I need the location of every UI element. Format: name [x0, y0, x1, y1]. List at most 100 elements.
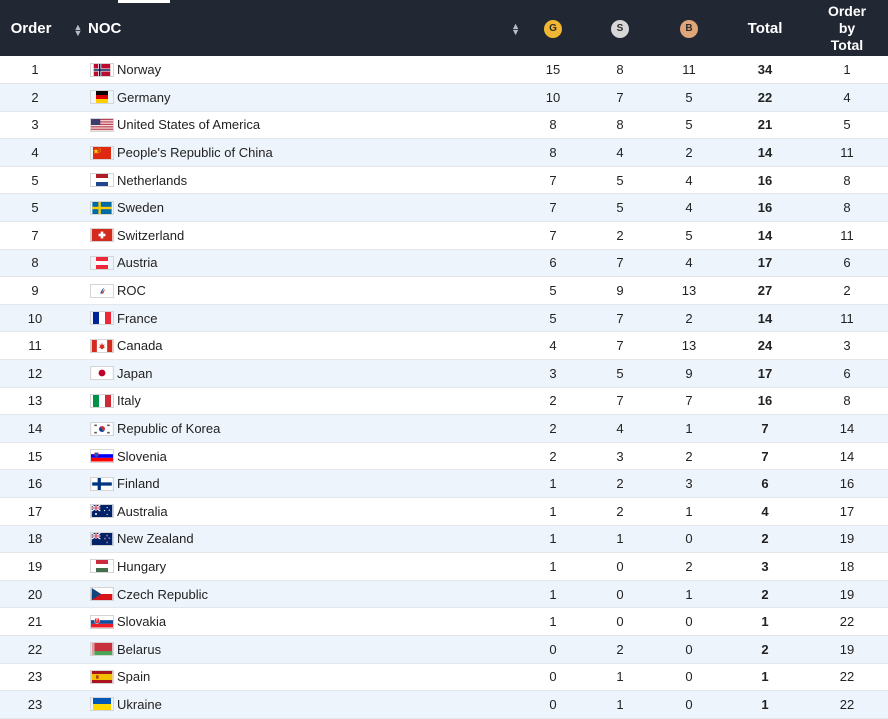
noc-cell[interactable]: Canada [70, 332, 520, 360]
noc-cell[interactable]: ROC [70, 277, 520, 305]
order-cell: 3 [0, 111, 70, 139]
noc-cell[interactable]: Switzerland [70, 222, 520, 250]
noc-cell[interactable]: People's Republic of China [70, 139, 520, 167]
noc-cell[interactable]: Australia [70, 498, 520, 526]
country-name[interactable]: People's Republic of China [117, 145, 273, 160]
total-count: 14 [724, 139, 806, 167]
noc-cell[interactable]: France [70, 304, 520, 332]
noc-cell[interactable]: Japan [70, 360, 520, 388]
noc-cell[interactable]: Italy [70, 387, 520, 415]
order-cell: 4 [0, 139, 70, 167]
noc-cell[interactable]: Norway [70, 56, 520, 84]
noc-cell[interactable]: New Zealand [70, 525, 520, 553]
order-by-total-cell: 14 [806, 442, 888, 470]
country-name[interactable]: Sweden [117, 200, 164, 215]
total-count: 1 [724, 663, 806, 691]
order-cell: 1 [0, 56, 70, 84]
noc-cell[interactable]: Netherlands [70, 166, 520, 194]
bronze-count: 13 [654, 332, 724, 360]
country-name[interactable]: Austria [117, 255, 157, 270]
column-header-bronze[interactable]: B [654, 0, 724, 56]
column-header-gold[interactable]: G [520, 0, 586, 56]
country-name[interactable]: Australia [117, 504, 168, 519]
noc-cell[interactable]: Spain [70, 663, 520, 691]
silver-count: 4 [586, 139, 654, 167]
country-name[interactable]: Spain [117, 669, 150, 684]
noc-cell[interactable]: Slovenia [70, 442, 520, 470]
country-name[interactable]: Slovenia [117, 449, 167, 464]
silver-count: 5 [586, 194, 654, 222]
country-name[interactable]: Norway [117, 62, 161, 77]
country-name[interactable]: Netherlands [117, 173, 187, 188]
column-header-order-by-total[interactable]: Order by Total [806, 0, 888, 56]
column-header-silver[interactable]: S [586, 0, 654, 56]
column-header-order[interactable]: Order [0, 0, 70, 56]
noc-cell[interactable]: Germany [70, 84, 520, 112]
country-name[interactable]: Hungary [117, 559, 166, 574]
order-by-total-label-line1: Order [806, 3, 888, 20]
country-name[interactable]: Italy [117, 393, 141, 408]
column-header-noc[interactable]: ▲▼NOC ▲▼ [70, 0, 520, 56]
bronze-count: 5 [654, 222, 724, 250]
roc-flag-icon [90, 284, 114, 298]
silver-count: 0 [586, 608, 654, 636]
noc-cell[interactable]: Ukraine [70, 691, 520, 719]
noc-cell[interactable]: Hungary [70, 553, 520, 581]
noc-cell[interactable]: Slovakia [70, 608, 520, 636]
sort-icon[interactable]: ▲▼ [511, 0, 520, 56]
country-name[interactable]: Ukraine [117, 697, 162, 712]
noc-cell[interactable]: United States of America [70, 111, 520, 139]
country-name[interactable]: Belarus [117, 642, 161, 657]
noc-header-label: NOC [88, 20, 121, 37]
netherlands-flag-icon [90, 173, 114, 187]
bronze-count: 2 [654, 139, 724, 167]
country-name[interactable]: Switzerland [117, 228, 184, 243]
new-zealand-flag-icon [90, 532, 114, 546]
country-name[interactable]: New Zealand [117, 531, 194, 546]
gold-count: 2 [520, 387, 586, 415]
italy-flag-icon [90, 394, 114, 408]
country-name[interactable]: ROC [117, 283, 146, 298]
country-name[interactable]: Slovakia [117, 614, 166, 629]
noc-cell[interactable]: Republic of Korea [70, 415, 520, 443]
gold-count: 4 [520, 332, 586, 360]
sort-icon[interactable]: ▲▼ [70, 24, 86, 36]
order-by-total-cell: 22 [806, 691, 888, 719]
total-count: 4 [724, 498, 806, 526]
country-name[interactable]: United States of America [117, 117, 260, 132]
sweden-flag-icon [90, 201, 114, 215]
total-header-label: Total [748, 20, 783, 37]
total-count: 2 [724, 525, 806, 553]
country-name[interactable]: Canada [117, 338, 163, 353]
gold-count: 0 [520, 691, 586, 719]
total-count: 27 [724, 277, 806, 305]
column-header-total[interactable]: Total [724, 0, 806, 56]
gold-count: 1 [520, 608, 586, 636]
order-cell: 12 [0, 360, 70, 388]
total-count: 22 [724, 84, 806, 112]
country-name[interactable]: France [117, 311, 157, 326]
country-name[interactable]: Republic of Korea [117, 421, 220, 436]
silver-count: 7 [586, 249, 654, 277]
country-name[interactable]: Czech Republic [117, 587, 208, 602]
noc-cell[interactable]: Sweden [70, 194, 520, 222]
noc-cell[interactable]: Czech Republic [70, 580, 520, 608]
country-name[interactable]: Germany [117, 90, 170, 105]
noc-cell[interactable]: Belarus [70, 635, 520, 663]
country-name[interactable]: Japan [117, 366, 152, 381]
silver-count: 0 [586, 553, 654, 581]
order-by-total-cell: 19 [806, 580, 888, 608]
country-name[interactable]: Finland [117, 476, 160, 491]
noc-cell[interactable]: Finland [70, 470, 520, 498]
order-cell: 22 [0, 635, 70, 663]
order-cell: 16 [0, 470, 70, 498]
noc-cell[interactable]: Austria [70, 249, 520, 277]
